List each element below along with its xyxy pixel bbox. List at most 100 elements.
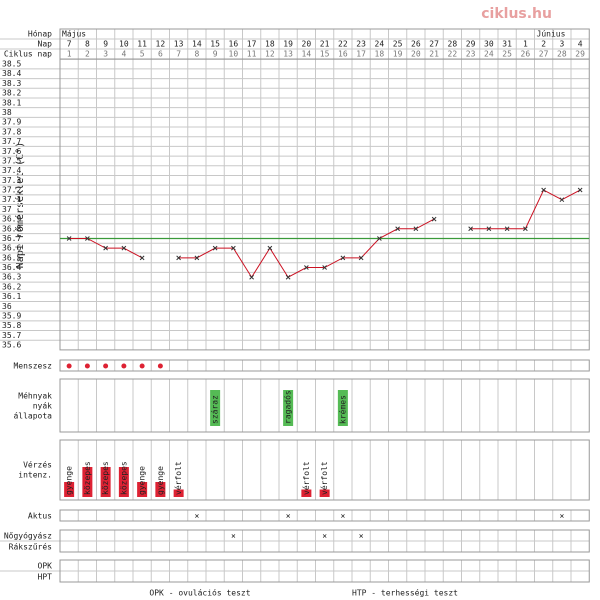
temperature-point (468, 226, 473, 232)
day-label: 20 (302, 40, 312, 49)
y-tick-label: 35.9 (2, 311, 21, 320)
bleeding-bar (155, 482, 166, 497)
day-label: 27 (429, 40, 439, 49)
temperature-line (470, 189, 581, 230)
day-label: 31 (502, 40, 512, 49)
bleeding-label: közepes (83, 461, 92, 495)
x-tick-label: 12 (265, 50, 275, 59)
day-label: 22 (338, 40, 348, 49)
day-label: 23 (356, 40, 366, 49)
menses-dot (103, 363, 109, 369)
footer-note: OPK - ovulációs teszt (149, 588, 250, 598)
y-tick-label: 37.6 (2, 147, 21, 156)
month-label: Június (537, 30, 566, 39)
y-tick-label: 35.8 (2, 321, 21, 330)
cervical-bar (210, 390, 221, 426)
event-mark: × (340, 512, 345, 521)
y-tick-label: 36.8 (2, 224, 21, 233)
bleeding-bar (100, 467, 111, 497)
bleeding-label: vérfolt (319, 461, 329, 495)
day-label: 26 (411, 40, 421, 49)
day-label: 30 (484, 40, 494, 49)
day-label: 29 (466, 40, 476, 49)
y-tick-label: 37.1 (2, 195, 21, 204)
temperature-point (121, 245, 127, 251)
day-label: 24 (375, 40, 385, 49)
temperature-point (413, 226, 419, 232)
row-label: Nap (38, 40, 53, 49)
y-tick-label: 36.2 (2, 282, 21, 291)
x-tick-label: 27 (539, 50, 549, 59)
y-tick-label: 36.7 (2, 234, 21, 243)
row-label: Hónap (28, 29, 52, 39)
bleeding-bar (64, 482, 75, 497)
temperature-line (178, 218, 435, 279)
temperature-point (431, 216, 437, 222)
temperature-point (559, 197, 565, 203)
y-tick-label: 36.4 (2, 263, 21, 272)
temperature-point (504, 226, 510, 232)
row-label: OPK (38, 562, 53, 571)
temperature-point (85, 236, 90, 241)
x-tick-label: 23 (466, 50, 476, 59)
menses-dot (84, 363, 90, 369)
temperature-point (267, 245, 273, 251)
section-box (59, 359, 590, 372)
y-tick-label: 37.2 (2, 186, 21, 195)
y-tick-label: 35.7 (2, 331, 21, 340)
x-tick-label: 5 (140, 50, 145, 59)
y-tick-label: 36.9 (2, 215, 21, 224)
month-label: Május (62, 30, 86, 39)
x-tick-label: 26 (521, 50, 531, 59)
row-label: állapota (13, 412, 52, 421)
x-tick-label: 4 (121, 50, 126, 59)
y-tick-label: 37.7 (2, 137, 21, 146)
y-tick-label: 38.4 (2, 69, 21, 78)
day-label: 12 (156, 40, 166, 49)
x-tick-label: 3 (103, 50, 108, 59)
temperature-point (249, 274, 254, 280)
bleeding-label: gyenge (65, 466, 74, 495)
row-label: nyák (33, 402, 52, 411)
x-tick-label: 29 (575, 50, 585, 59)
x-tick-label: 9 (213, 50, 218, 59)
day-label: 15 (210, 40, 220, 49)
day-label: 19 (283, 40, 293, 49)
day-label: 4 (578, 40, 583, 49)
event-mark: × (559, 512, 564, 521)
temperature-point (285, 274, 291, 280)
y-tick-label: 38.2 (2, 89, 21, 98)
row-label: Méhnyak (18, 391, 52, 401)
y-tick-label: 37.9 (2, 118, 21, 127)
day-label: 2 (541, 40, 546, 49)
row-label: intenz. (18, 471, 52, 480)
x-tick-label: 11 (247, 50, 257, 59)
day-label: 21 (320, 40, 330, 49)
y-tick-label: 37.8 (2, 127, 21, 136)
event-mark: × (286, 512, 291, 521)
temperature-point (139, 255, 145, 261)
section-box (59, 58, 590, 351)
x-tick-label: 15 (320, 50, 330, 59)
y-tick-label: 38.3 (2, 79, 21, 88)
temperature-point (212, 245, 218, 251)
x-tick-label: 24 (484, 50, 494, 59)
x-tick-label: 25 (502, 50, 512, 59)
bleeding-label: közepes (119, 461, 128, 495)
cervical-bar (283, 390, 294, 426)
cervical-bar (337, 390, 348, 426)
logo: ciklus.hu (481, 6, 552, 22)
x-tick-label: 18 (375, 50, 385, 59)
day-label: 16 (229, 40, 239, 49)
y-tick-label: 37.5 (2, 156, 21, 165)
temperature-point (340, 255, 346, 261)
bleeding-label: gyenge (156, 466, 165, 495)
x-tick-label: 10 (229, 50, 239, 59)
footer-note: HTP - terhességi teszt (352, 588, 458, 598)
temperature-point (523, 226, 528, 232)
temperature-point (231, 245, 236, 251)
y-tick-label: 36.5 (2, 253, 21, 262)
y-tick-label: 37.4 (2, 166, 21, 175)
x-tick-label: 20 (411, 50, 421, 59)
